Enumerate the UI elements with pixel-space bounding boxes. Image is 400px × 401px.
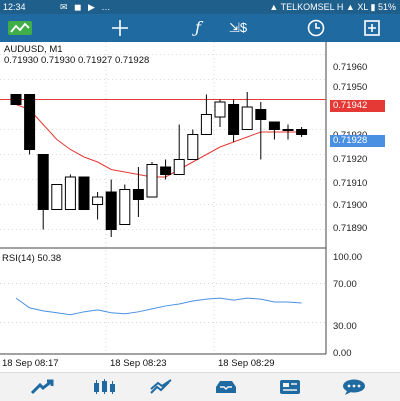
rsi-tick: 100.00 (333, 252, 363, 263)
candle-body (268, 121, 280, 130)
candle-body (173, 159, 185, 175)
trade-icon[interactable] (142, 373, 182, 401)
candle-body (132, 189, 144, 200)
candle-body (64, 176, 76, 210)
candle-body (200, 114, 212, 135)
battery-label: 51% (377, 2, 396, 12)
candle-body (146, 164, 158, 198)
candle-body (24, 94, 36, 150)
status-bar: 12:34 ✉ ◼ ▶ … ▲ TELKOMSEL H ▲ XL ▮ 51% (0, 0, 400, 14)
clock: 12:34 (3, 2, 26, 12)
rsi-tick: 0.00 (333, 348, 352, 359)
function-icon[interactable]: ƒ (195, 18, 201, 37)
candle-body (214, 101, 226, 118)
rsi-label: RSI(14) 50.38 (2, 253, 62, 264)
carrier-label-2: XL (357, 2, 368, 12)
price-tick: 0.71910 (333, 178, 368, 189)
charts-icon[interactable] (84, 373, 124, 401)
price-tick: 0.71960 (333, 62, 368, 73)
candle-body (187, 134, 199, 160)
time-label: 18 Sep 08:23 (110, 358, 167, 369)
rsi-tick: 30.00 (333, 321, 357, 332)
candle-body (241, 106, 253, 130)
candle-body (228, 104, 240, 135)
news-icon[interactable] (270, 373, 310, 401)
price-tick: 0.71950 (333, 82, 368, 93)
candle-body (10, 94, 22, 105)
signal-icon-2: ▲ (345, 2, 355, 12)
price-tick: 0.71920 (333, 154, 368, 165)
candle-body (37, 154, 49, 210)
battery-icon: ▮ (370, 2, 376, 12)
status-right: ▲ TELKOMSEL H ▲ XL ▮ 51% (269, 0, 396, 14)
symbol-label: AUDUSD, M1 (4, 44, 63, 55)
rsi-tick: 70.00 (333, 279, 357, 290)
carrier-label: TELKOMSEL H (280, 2, 344, 12)
candle-body (119, 189, 131, 225)
bid-price-tag: 0.71942 (330, 100, 385, 112)
history-icon[interactable] (206, 373, 246, 401)
notification-icons: ✉ ◼ ▶ … (60, 2, 113, 12)
candle-body (105, 191, 117, 230)
price-chart-svg[interactable] (0, 42, 400, 372)
price-tick: 0.71890 (333, 223, 368, 234)
rsi-line (15, 297, 302, 316)
price-tick: 0.71900 (333, 200, 368, 211)
candle-body (78, 176, 90, 210)
chat-icon[interactable] (334, 373, 374, 401)
logo-icon[interactable] (0, 14, 40, 42)
ohlc-label: 0.71930 0.71930 0.71927 0.71928 (4, 55, 150, 66)
candle-body (92, 196, 104, 205)
bottom-nav (0, 372, 400, 401)
time-label: 18 Sep 08:17 (2, 358, 59, 369)
add-chart-icon[interactable] (352, 14, 392, 42)
candle-body (296, 129, 308, 135)
quotes-icon[interactable] (22, 373, 62, 401)
candle-body (160, 166, 172, 175)
ask-price-tag: 0.71928 (330, 135, 385, 147)
crosshair-icon[interactable] (100, 14, 140, 42)
chart-area[interactable]: AUDUSD, M1 0.71930 0.71930 0.71927 0.719… (0, 42, 400, 372)
candle-body (51, 184, 63, 210)
chart-toolbar: ƒ ⇲$ (0, 14, 400, 42)
timeframe-icon[interactable] (296, 14, 336, 42)
objects-icon[interactable]: ⇲$ (228, 20, 248, 35)
signal-icon: ▲ (269, 2, 279, 12)
time-label: 18 Sep 08:29 (218, 358, 275, 369)
candle-body (282, 129, 294, 131)
moving-average-line (15, 104, 302, 178)
candle-body (255, 109, 267, 120)
